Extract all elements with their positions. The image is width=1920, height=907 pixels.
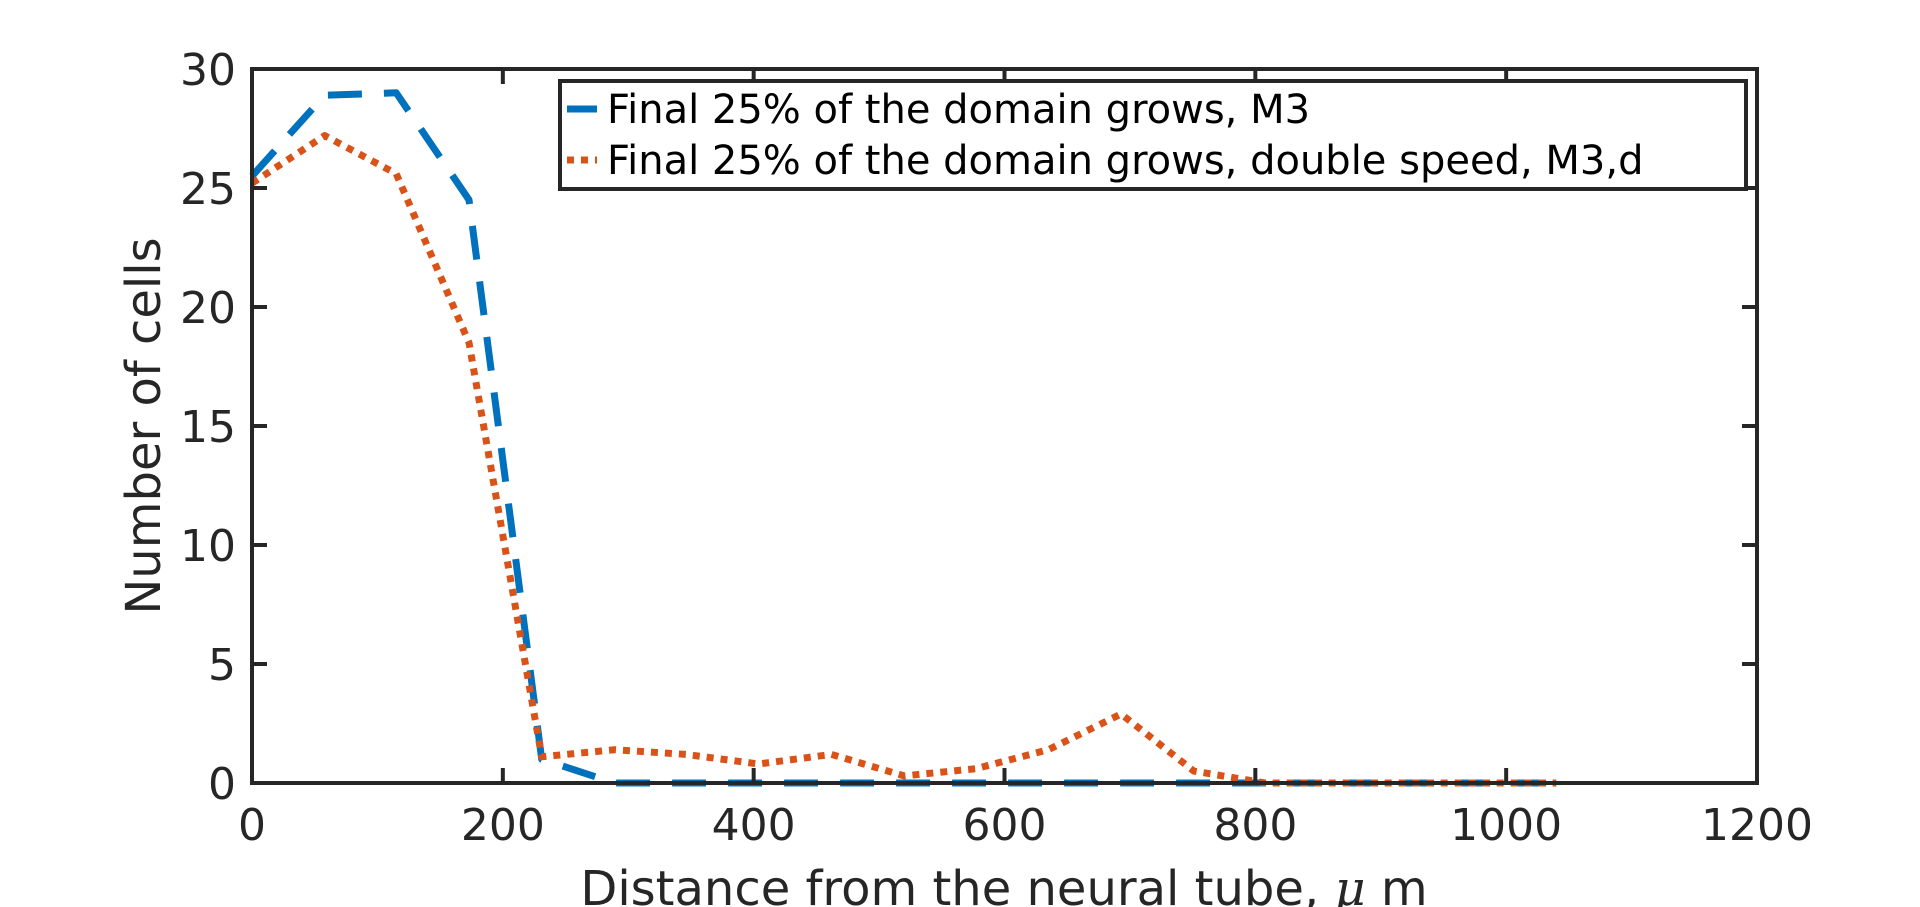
y-tick-label: 25 [180,164,236,215]
legend: Final 25% of the domain grows, M3 Final … [558,79,1748,191]
legend-label-series-1: Final 25% of the domain grows, M3 [607,87,1310,133]
x-tick-label: 200 [461,800,545,851]
y-tick-label: 0 [208,759,236,810]
legend-box [558,79,1748,191]
y-tick-label: 15 [180,402,236,453]
x-tick-label: 1000 [1450,800,1562,851]
x-tick-label: 600 [963,800,1047,851]
x-tick-label: 0 [238,800,266,851]
x-axis-unit: m [1366,861,1428,907]
y-tick-labels: 0 5 10 15 20 25 30 [180,45,236,810]
y-axis-label: Number of cells [116,237,172,614]
y-tick-label: 10 [180,521,236,572]
x-axis-label: Distance from the neural tube, μ m [580,861,1427,907]
series-line-2 [250,132,1557,787]
y-tick-label: 20 [180,283,236,334]
x-tick-label: 1200 [1701,800,1813,851]
x-tick-label: 400 [712,800,796,851]
y-tick-label: 5 [208,640,236,691]
y-tick-label: 30 [180,45,236,96]
x-tick-labels: 0 200 400 600 800 1000 1200 [238,800,1813,851]
x-tick-label: 800 [1213,800,1297,851]
x-axis-unit-symbol: μ [1334,861,1365,907]
legend-label-series-2: Final 25% of the domain grows, double sp… [607,138,1643,184]
